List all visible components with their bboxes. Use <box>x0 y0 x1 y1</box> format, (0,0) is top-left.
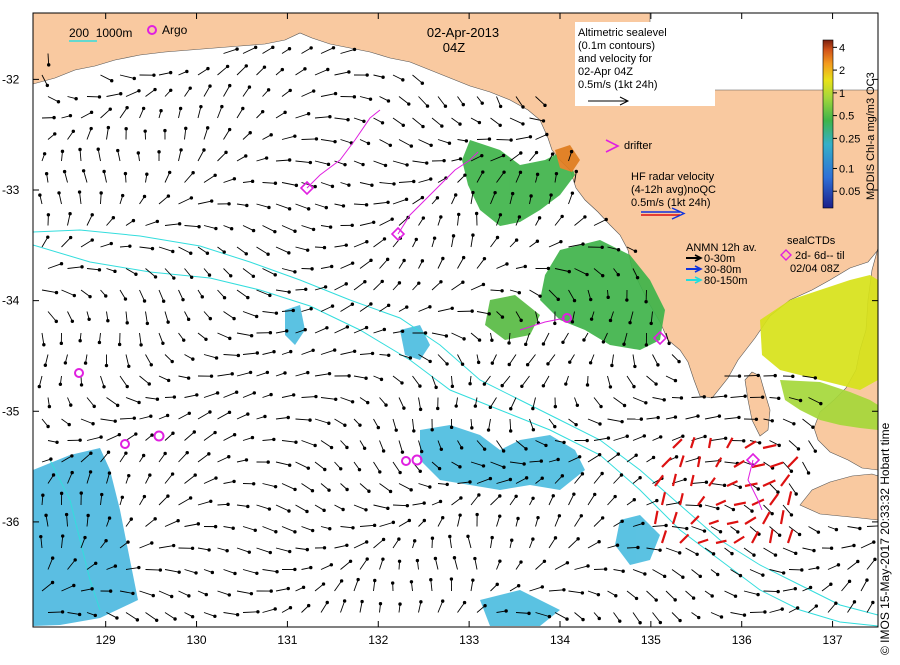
altimetry-legend-line: 02-Apr 04Z <box>578 66 633 78</box>
hf-legend-line: HF radar velocity <box>631 171 715 183</box>
colorbar-tick-label: 0.5 <box>839 111 854 123</box>
anmn-legend-label: 80-150m <box>704 275 747 287</box>
map-title-date: 02-Apr-2013 <box>427 25 499 40</box>
hf-legend-line: 0.5m/s (1kt 24h) <box>631 197 710 209</box>
sealctd-legend-line: 02/04 08Z <box>790 263 840 275</box>
x-tick-label: 131 <box>277 633 297 647</box>
x-tick-label: 130 <box>187 633 207 647</box>
altimetry-legend-line: and velocity for <box>578 53 652 65</box>
colorbar-tick-label: 1 <box>839 88 845 100</box>
isobath-legend-label: 200 1000m <box>69 26 132 40</box>
colorbar-tick-label: 0.05 <box>839 186 860 198</box>
sealctd-legend-line: 2d- 6d-- til <box>795 250 845 262</box>
argo-legend-label: Argo <box>162 23 188 37</box>
y-tick-label: -32 <box>2 72 20 86</box>
colorbar-tick-label: 4 <box>839 42 845 54</box>
x-tick-label: 134 <box>550 633 570 647</box>
x-tick-label: 132 <box>368 633 388 647</box>
x-tick-label: 129 <box>96 633 116 647</box>
map-title-time: 04Z <box>443 40 465 55</box>
y-tick-label: -36 <box>2 515 20 529</box>
colorbar-tick-label: 0.25 <box>839 133 860 145</box>
altimetry-legend-line: Altimetric sealevel <box>578 27 667 39</box>
y-tick-label: -35 <box>2 404 20 418</box>
chl-colorbar-label: MODIS Chl-a mg/m3 OC3 <box>865 72 877 200</box>
hf-legend-line: (4-12h avg)noQC <box>631 184 716 196</box>
colorbar-tick-label: 2 <box>839 65 845 77</box>
altimetry-legend-line: 0.5m/s (1kt 24h) <box>578 79 657 91</box>
y-tick-label: -33 <box>2 183 20 197</box>
x-tick-label: 137 <box>823 633 843 647</box>
drifter-legend-label: drifter <box>624 140 652 152</box>
altimetry-legend-line: (0.1m contours) <box>578 40 655 52</box>
colorbar-tick-label: 0.1 <box>839 163 854 175</box>
x-tick-label: 135 <box>641 633 661 647</box>
chl-colorbar <box>823 40 833 208</box>
sealctd-legend-title: sealCTDs <box>787 235 836 247</box>
x-tick-label: 136 <box>732 633 752 647</box>
credit-line: © IMOS 15-May-2017 20:33:32 Hobart time <box>878 423 892 655</box>
x-tick-label: 133 <box>459 633 479 647</box>
y-tick-label: -34 <box>2 294 20 308</box>
